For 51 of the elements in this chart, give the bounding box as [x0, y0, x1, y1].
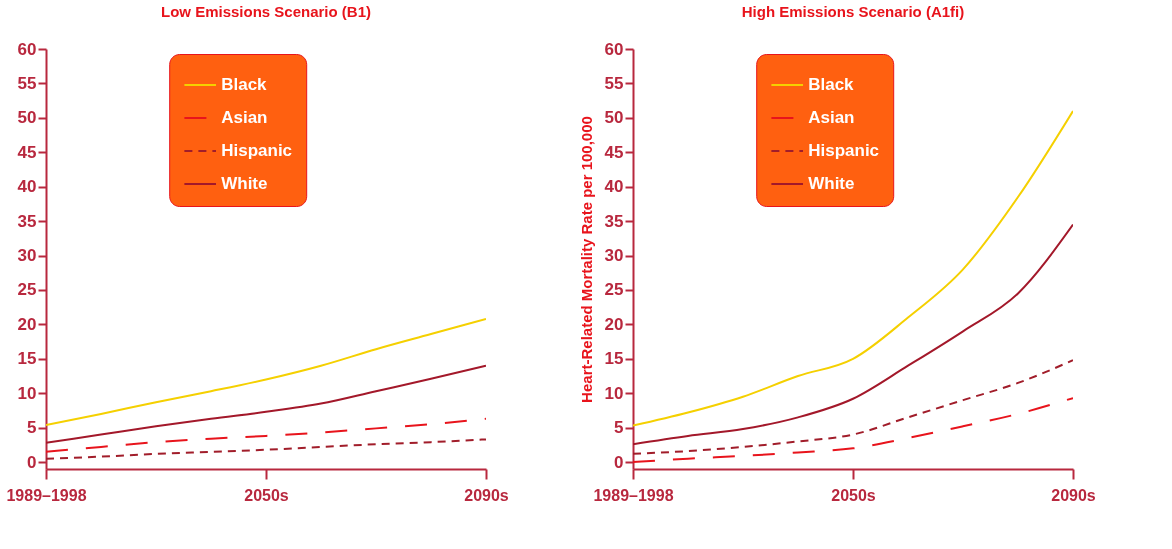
y-tick-label: 25: [17, 280, 37, 300]
line-series: [46, 417, 486, 453]
y-tick-label: 15: [17, 349, 37, 369]
y-tick-label: 25: [604, 280, 624, 300]
y-axis-title: Heart-Related Mortality Rate per 100,000: [577, 116, 595, 403]
legend-label: Black: [808, 75, 855, 94]
legend-label: Asian: [221, 108, 268, 127]
legend-label: Asian: [808, 108, 855, 127]
y-tick-label: 10: [17, 383, 37, 403]
y-tick-label: 10: [604, 383, 624, 403]
y-tick-label: 40: [604, 177, 624, 197]
y-tick-label: 60: [604, 39, 624, 59]
y-tick-label: 0: [614, 452, 624, 472]
y-tick-label: 15: [604, 349, 624, 369]
line-series: [633, 359, 1073, 455]
legend-label: Black: [221, 75, 268, 94]
legend-label: Hispanic: [808, 141, 880, 160]
x-tick-label: 1989–1998: [593, 486, 674, 504]
x-tick-label: 2050s: [831, 486, 876, 504]
y-tick-label: 0: [27, 452, 37, 472]
y-tick-label: 45: [17, 142, 37, 162]
y-tick-label: 20: [604, 314, 624, 334]
legend-label: White: [808, 174, 855, 193]
y-tick-label: 5: [614, 418, 624, 438]
line-series: [46, 317, 486, 426]
line-series: [46, 364, 486, 444]
y-tick-label: 55: [17, 73, 37, 93]
y-tick-label: 30: [604, 246, 624, 266]
x-tick-label: 2050s: [244, 486, 289, 504]
line-series: [633, 223, 1073, 446]
x-tick-label: 1989–1998: [6, 486, 87, 504]
y-tick-label: 35: [604, 211, 624, 231]
y-tick-label: 20: [17, 314, 37, 334]
y-tick-label: 5: [27, 418, 37, 438]
y-tick-label: 60: [17, 39, 37, 59]
y-tick-label: 40: [17, 177, 37, 197]
y-tick-label: 45: [604, 142, 624, 162]
x-tick-label: 2090s: [1051, 486, 1096, 504]
y-tick-label: 50: [17, 108, 37, 128]
chart-title: Low Emissions Scenario (B1): [160, 3, 372, 20]
y-tick-label: 55: [604, 73, 624, 93]
y-tick-label: 35: [17, 211, 37, 231]
y-tick-label: 30: [17, 246, 37, 266]
x-tick-label: 2090s: [464, 486, 509, 504]
legend-label: White: [221, 174, 268, 193]
chart-title: High Emissions Scenario (A1fi): [741, 3, 965, 20]
y-tick-label: 50: [604, 108, 624, 128]
legend-label: Hispanic: [221, 141, 293, 160]
line-series: [46, 438, 486, 460]
line-series: [633, 109, 1073, 427]
line-series: [633, 397, 1073, 464]
